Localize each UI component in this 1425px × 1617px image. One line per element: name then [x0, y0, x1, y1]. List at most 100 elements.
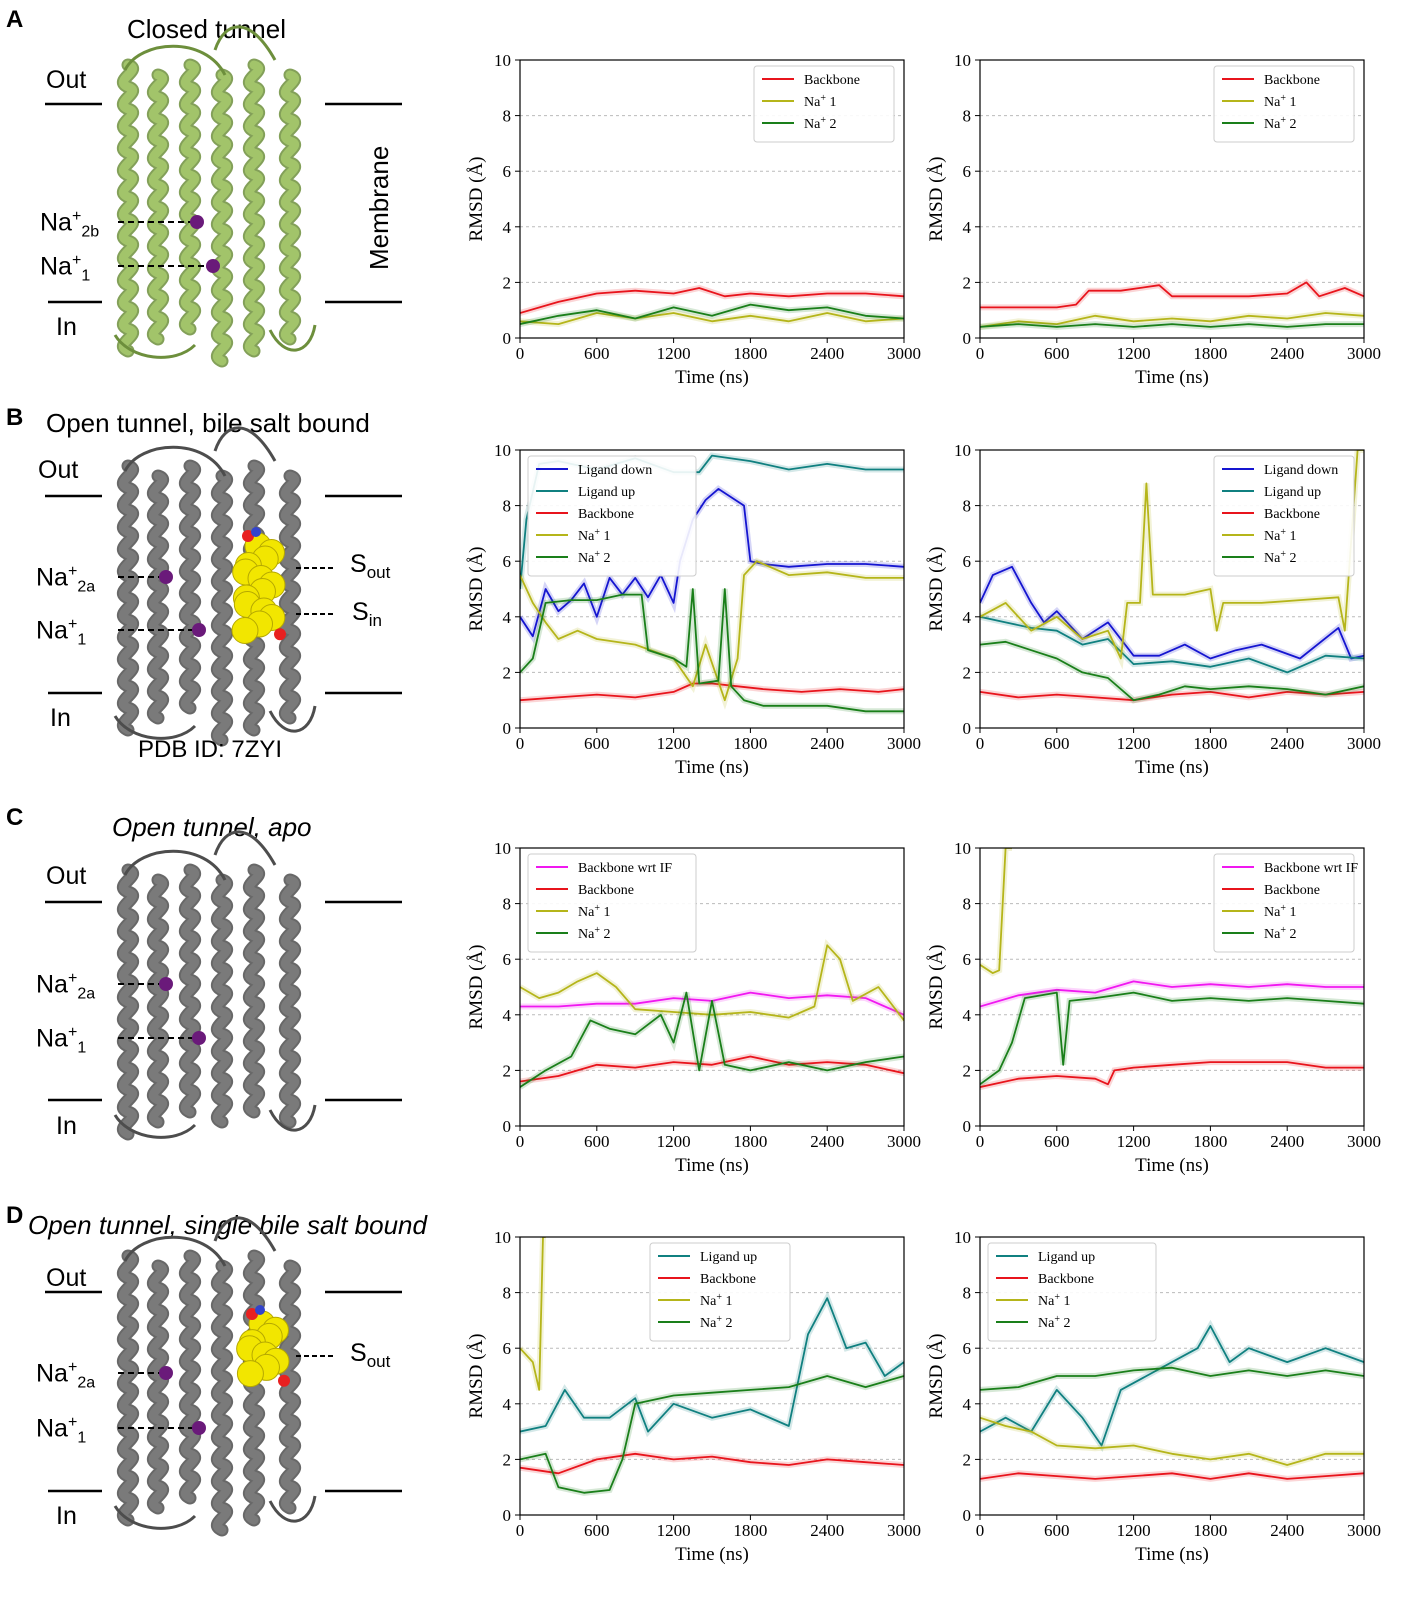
legend-tail: 2: [600, 551, 611, 566]
legend-tail: 1: [1286, 95, 1297, 110]
legend-entry: Backbone: [578, 883, 634, 898]
s-site: out: [366, 1352, 391, 1371]
x-tick-label: 1200: [657, 1521, 691, 1540]
x-tick-label: 3000: [1347, 344, 1381, 363]
x-axis-label: Time (ns): [675, 1155, 749, 1176]
x-tick-label: 3000: [1347, 1521, 1381, 1540]
protein-structure: [45, 1216, 402, 1537]
legend-text: Backbone: [700, 1272, 756, 1287]
loop: [113, 1114, 197, 1139]
y-tick-label: 10: [954, 839, 971, 858]
x-tick-label: 600: [584, 1132, 610, 1151]
rmsd-chart: 0 600 1200 1800 2400 3000 0 2 4 6 8 10 Time (ns) RMSD…: [466, 1228, 921, 1565]
x-tick-label: 0: [516, 1132, 525, 1151]
legend-box: [527, 455, 697, 577]
y-axis-label: RMSD (Å): [926, 547, 947, 632]
x-tick-label: 3000: [1347, 734, 1381, 753]
helix-highlight: [244, 1251, 264, 1525]
x-tick-label: 1200: [1117, 1132, 1151, 1151]
loop: [213, 1216, 277, 1252]
helix-highlight: [280, 70, 300, 344]
helix-highlight: [180, 60, 200, 334]
series-line: [980, 980, 1364, 1008]
na-symbol: Na: [36, 970, 68, 999]
x-tick-label: 0: [516, 734, 525, 753]
out-label: Out: [46, 1264, 87, 1292]
y-tick-label: 2: [503, 663, 512, 682]
x-tick-label: 1200: [1117, 1521, 1151, 1540]
y-tick-label: 4: [963, 1006, 972, 1025]
y-tick-label: 8: [503, 107, 512, 126]
y-tick-label: 10: [494, 839, 511, 858]
y-tick-label: 0: [503, 1506, 512, 1525]
series-line: [520, 682, 904, 702]
helix-highlight: [280, 1261, 300, 1513]
series-band: [980, 848, 1012, 977]
series-line: [980, 991, 1364, 1086]
helix-highlight: [180, 865, 200, 1117]
x-tick-label: 2400: [1270, 1132, 1304, 1151]
x-tick-label: 1800: [1193, 734, 1227, 753]
panel-letter: A: [6, 6, 24, 33]
plot-frame: [979, 1236, 1365, 1516]
legend-tail: 2: [1060, 1316, 1071, 1331]
plot-frame: [519, 59, 905, 339]
y-axis-label: RMSD (Å): [466, 1334, 487, 1419]
y-tick-label: 0: [963, 719, 972, 738]
legend-text: Na: [700, 1316, 717, 1331]
y-tick-label: 8: [963, 1284, 972, 1303]
s-site: in: [368, 611, 382, 630]
y-tick-label: 0: [963, 1506, 972, 1525]
oxygen-atom: [246, 1308, 258, 1320]
x-tick-label: 1200: [1117, 344, 1151, 363]
y-tick-label: 10: [494, 1228, 511, 1247]
series-line: [980, 312, 1364, 328]
na-charge: +: [67, 616, 78, 633]
y-axis-label: RMSD (Å): [926, 157, 947, 242]
helix-highlight: [212, 70, 232, 366]
loop: [113, 334, 197, 359]
x-tick-label: 1800: [733, 734, 767, 753]
legend-text: Ligand down: [578, 463, 652, 478]
legend-entry: Na+ 1: [1264, 93, 1296, 111]
x-tick-label: 2400: [810, 1521, 844, 1540]
legend-tail: 2: [1286, 927, 1297, 942]
loop: [113, 715, 197, 740]
y-tick-label: 8: [503, 1284, 512, 1303]
panel-letter: D: [6, 1202, 24, 1229]
x-tick-label: 2400: [810, 734, 844, 753]
x-tick-label: 3000: [887, 1132, 921, 1151]
y-axis-label: RMSD (Å): [466, 157, 487, 242]
series-line: [520, 944, 904, 1021]
y-tick-label: 6: [963, 950, 972, 969]
series-line: [980, 848, 1012, 974]
legend-text: Na: [700, 1294, 717, 1309]
y-tick-label: 8: [963, 895, 972, 914]
x-tick-label: 3000: [887, 734, 921, 753]
legend-text: Ligand up: [578, 485, 635, 500]
oxygen-atom: [278, 1374, 290, 1387]
na-site-index: 1: [77, 1429, 87, 1447]
helix-highlight: [148, 70, 168, 344]
na-site-index: 2a: [77, 1374, 96, 1392]
y-tick-label: 4: [503, 608, 512, 627]
na-lower-label: Na+1: [36, 616, 86, 649]
na-charge: +: [71, 252, 82, 269]
helix-highlight: [118, 60, 138, 356]
legend-tail: 1: [722, 1294, 733, 1309]
y-tick-label: 6: [503, 552, 512, 571]
series-line: [520, 1452, 904, 1475]
legend-entry: Backbone: [1264, 883, 1320, 898]
loop: [123, 1235, 227, 1267]
legend-entry: Na+ 2: [578, 549, 610, 567]
legend-text: Na: [578, 529, 595, 544]
x-axis-label: Time (ns): [1135, 1544, 1209, 1565]
y-tick-label: 10: [954, 441, 971, 460]
na-charge: +: [71, 208, 82, 225]
y-axis-label: RMSD (Å): [466, 547, 487, 632]
y-tick-label: 0: [503, 719, 512, 738]
na-charge: +: [67, 1359, 78, 1376]
y-tick-label: 2: [963, 1450, 972, 1469]
series-line: [980, 615, 1364, 674]
na-upper-site: [159, 570, 173, 584]
